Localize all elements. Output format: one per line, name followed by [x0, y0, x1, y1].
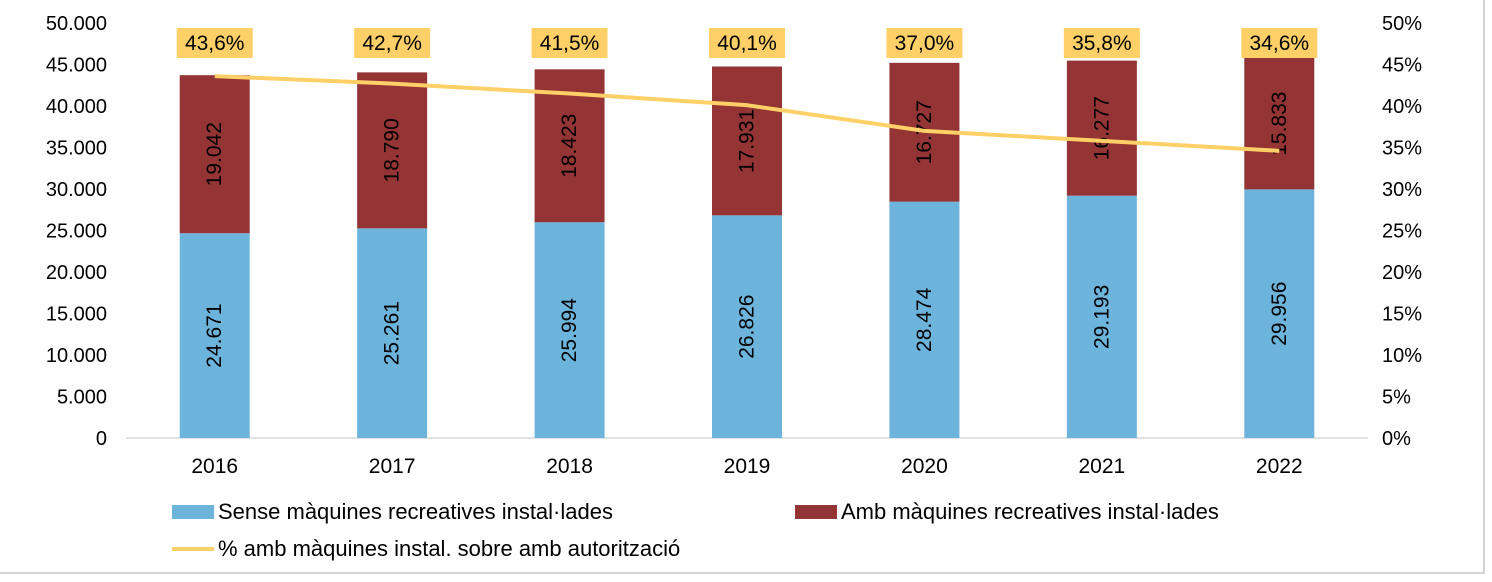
bar-sense [1066, 195, 1137, 438]
legend-item-percent: % amb màquines instal. sobre amb autorit… [172, 536, 680, 562]
bar-sense [534, 222, 605, 438]
percent-label-box [1241, 28, 1318, 58]
y-tick-label: 20.000 [46, 262, 107, 284]
y-tick-label: 45.000 [46, 55, 107, 77]
y2-tick-label: 5% [1382, 387, 1411, 409]
percent-label: 42,7% [362, 32, 422, 55]
legend-swatch-percent [172, 547, 214, 551]
y2-tick-label: 15% [1382, 304, 1422, 326]
bar-sense [357, 228, 428, 438]
legend-item-amb: Amb màquines recreatives instal·lades [795, 499, 1219, 525]
y2-tick-label: 50% [1382, 13, 1422, 35]
legend-item-sense: Sense màquines recreatives instal·lades [172, 499, 613, 525]
legend-label-percent: % amb màquines instal. sobre amb autorit… [218, 536, 681, 561]
bar-sense [179, 233, 250, 438]
bar-sense [1244, 189, 1315, 438]
bar-label-amb: 17.931 [736, 109, 759, 173]
bar-amb [1244, 57, 1315, 190]
y-tick-label: 5.000 [57, 387, 107, 409]
bar-label-amb: 16.277 [1090, 96, 1113, 160]
bar-label-sense: 25.994 [558, 298, 581, 363]
percent-label-box [886, 28, 963, 58]
y2-tick-label: 30% [1382, 179, 1422, 201]
percent-label: 41,5% [540, 32, 600, 55]
bar-amb [357, 72, 428, 229]
bar-label-sense: 29.193 [1090, 285, 1113, 349]
y2-tick-label: 0% [1382, 428, 1411, 450]
y-tick-label: 15.000 [46, 304, 107, 326]
bar-amb [1066, 60, 1137, 196]
x-tick-label: 2022 [1256, 455, 1303, 478]
percent-label-box [1063, 28, 1140, 58]
y2-tick-label: 40% [1382, 96, 1422, 118]
x-tick-label: 2018 [546, 455, 593, 478]
bar-label-amb: 18.423 [558, 114, 581, 178]
series-line-percent [214, 74, 1280, 153]
legend-swatch-sense [172, 505, 214, 519]
bar-label-sense: 26.826 [736, 295, 759, 359]
x-tick-label: 2020 [901, 455, 948, 478]
bar-label-amb: 15.833 [1268, 92, 1291, 156]
legend-swatch-amb [795, 505, 837, 519]
bar-label-amb: 19.042 [203, 122, 226, 186]
x-tick-label: 2016 [191, 455, 238, 478]
legend-label-sense: Sense màquines recreatives instal·lades [218, 499, 613, 524]
y-tick-label: 25.000 [46, 221, 107, 243]
bar-label-sense: 29.956 [1268, 282, 1291, 346]
bar-amb [179, 75, 250, 234]
y-tick-label: 30.000 [46, 179, 107, 201]
x-tick-label: 2017 [369, 455, 416, 478]
percent-label-box [176, 28, 253, 58]
y2-tick-label: 10% [1382, 345, 1422, 367]
y-tick-label: 35.000 [46, 138, 107, 160]
bar-label-sense: 25.261 [381, 301, 404, 365]
percent-label-box [531, 28, 608, 58]
x-tick-label: 2019 [724, 455, 771, 478]
bar-label-sense: 24.671 [203, 303, 226, 367]
percent-label: 43,6% [185, 32, 245, 55]
bar-label-amb: 18.790 [381, 118, 404, 182]
y-tick-label: 50.000 [46, 13, 107, 35]
bar-amb [712, 66, 782, 216]
y-tick-label: 0 [96, 428, 107, 450]
x-tick-label: 2021 [1078, 455, 1125, 478]
bar-label-sense: 28.474 [913, 287, 936, 352]
y-tick-label: 40.000 [46, 96, 107, 118]
percent-label-box [354, 28, 431, 58]
percent-label: 35,8% [1072, 32, 1132, 55]
y2-tick-label: 25% [1382, 221, 1422, 243]
y2-tick-label: 35% [1382, 138, 1422, 160]
percent-label: 40,1% [717, 32, 777, 55]
bar-sense [889, 201, 960, 438]
y2-tick-label: 20% [1382, 262, 1422, 284]
legend-label-amb: Amb màquines recreatives instal·lades [841, 499, 1219, 524]
percent-label: 37,0% [895, 32, 955, 55]
bar-sense [712, 215, 782, 438]
y2-tick-label: 45% [1382, 55, 1422, 77]
percent-label: 34,6% [1250, 32, 1310, 55]
y-tick-label: 10.000 [46, 345, 107, 367]
percent-label-box [709, 28, 785, 58]
